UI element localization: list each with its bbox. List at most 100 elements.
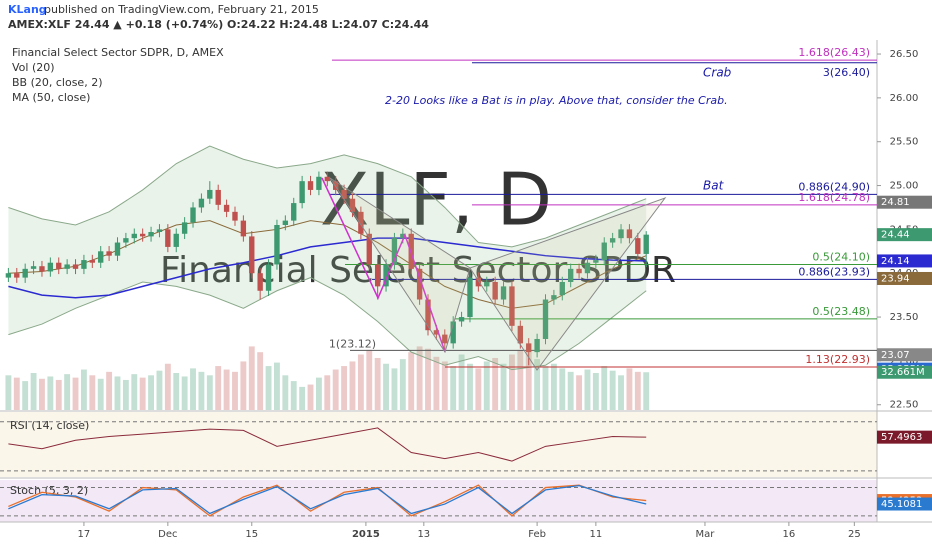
volume-bar [290, 381, 297, 410]
candle-body [207, 189, 213, 199]
candle-body [526, 343, 532, 353]
y-tick-label: 23.00 [890, 356, 919, 367]
fib-label: 0.886(23.93) [798, 265, 870, 278]
legend-item: BB (20, close, 2) [12, 76, 103, 89]
x-tick-label: Dec [158, 529, 177, 540]
candle-body [400, 233, 406, 239]
volume-bar [156, 370, 163, 410]
price-tag-label: 32.661M [881, 367, 925, 378]
candle-body [81, 260, 87, 269]
volume-bar [357, 354, 364, 410]
volume-bar [341, 366, 348, 410]
volume-bar [399, 359, 406, 410]
candle-body [72, 264, 79, 269]
candle-body [64, 264, 70, 269]
volume-bar [534, 359, 541, 410]
candle-body [299, 181, 305, 204]
indicator-line [8, 145, 647, 248]
volume-bar [626, 368, 633, 410]
pattern-label: Bat [703, 179, 725, 193]
volume-bar [559, 368, 566, 410]
candle-body [643, 234, 649, 254]
volume-bar [5, 375, 12, 410]
author[interactable]: KLang [8, 3, 47, 16]
volume-bar [609, 370, 616, 410]
candle-body [56, 262, 62, 269]
volume-bar [467, 363, 473, 410]
volume-bar [634, 371, 641, 410]
y-tick-label: 26.00 [890, 93, 919, 104]
volume-bar [408, 352, 415, 410]
note: 2-20 Looks like a Bat is in play. Above … [385, 94, 728, 107]
pattern-line [321, 177, 446, 353]
candle-body [282, 220, 289, 225]
volume-bar [30, 373, 37, 410]
x-tick-label: 11 [589, 529, 602, 540]
volume-bar [257, 352, 264, 410]
pattern-label: Crab [703, 66, 732, 80]
candle-body [139, 233, 146, 237]
candle-body [114, 242, 121, 256]
volume-bar [47, 376, 54, 410]
volume-bar [383, 363, 389, 410]
volume-bar [542, 366, 549, 410]
candle-body [425, 299, 431, 331]
volume-bar [601, 366, 608, 410]
candle-body [509, 286, 515, 326]
price-tag [877, 430, 932, 444]
candle-body [232, 211, 238, 221]
volume-bar [206, 375, 213, 410]
volume-bar [265, 366, 272, 410]
candle-body [500, 286, 507, 300]
fib-label: 0.5(23.48) [812, 305, 870, 318]
stoch-line [8, 485, 647, 515]
x-tick-label: 16 [783, 529, 796, 540]
candle-body [173, 233, 179, 247]
indicator-line [8, 220, 647, 309]
volume-bar [64, 374, 71, 410]
volume-bar [181, 376, 188, 410]
candle-body [492, 281, 498, 300]
y-tick-label: 26.50 [890, 49, 919, 60]
volume-bar [72, 377, 79, 410]
volume-bar [332, 369, 339, 410]
volume-bar [349, 361, 356, 410]
price-tag [877, 228, 932, 242]
candle-body [39, 266, 45, 272]
price-tag-label: 24.44 [881, 230, 910, 241]
x-tick-label: 13 [417, 529, 430, 540]
legend-item: Vol (20) [12, 61, 55, 74]
candle-body [307, 181, 314, 190]
candle-body [274, 225, 280, 265]
volume-bar [416, 346, 423, 410]
price-tag-label: 45.1081 [881, 499, 922, 510]
volume-bar [240, 361, 247, 410]
candle-body [333, 181, 339, 190]
candle-body [626, 229, 633, 239]
y-tick-label: 25.00 [890, 181, 919, 192]
volume-bar [525, 352, 532, 410]
volume-bar [282, 375, 289, 410]
candle-body [374, 264, 381, 287]
candle-body [366, 233, 372, 265]
volume-bar [114, 376, 121, 410]
price-tag [877, 195, 932, 209]
candle-body [601, 242, 607, 261]
fib-label: 1.618(26.43) [798, 46, 870, 59]
candle-body [14, 273, 20, 278]
candle-body [324, 176, 330, 182]
candle-body [22, 268, 28, 278]
volume-bar [223, 369, 230, 410]
pattern-triangle [329, 177, 471, 354]
volume-bar [106, 371, 113, 410]
volume-bar [89, 375, 96, 410]
volume-bar [164, 363, 171, 410]
volume-bar [80, 369, 87, 410]
candle-body [5, 273, 12, 278]
volume-bar [500, 363, 507, 410]
indicator-line [8, 237, 647, 299]
x-tick-label: 25 [848, 529, 861, 540]
legend-item: MA (50, close) [12, 91, 90, 104]
fib-label: 1(23.12) [329, 337, 376, 350]
